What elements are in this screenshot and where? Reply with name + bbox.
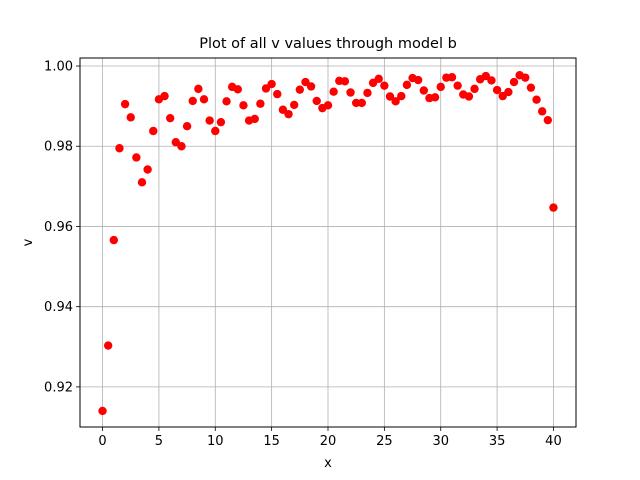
data-point: [115, 144, 124, 153]
data-point: [464, 92, 474, 101]
data-point: [504, 87, 513, 97]
data-point: [549, 203, 558, 212]
y-tick-label: 1.00: [44, 60, 73, 75]
x-axis-title: x: [324, 456, 332, 471]
data-point: [329, 87, 338, 96]
x-tick-label: 5: [155, 434, 163, 449]
data-point: [120, 99, 130, 109]
y-tick-label: 0.94: [44, 300, 73, 315]
data-point: [261, 84, 271, 93]
data-point: [537, 107, 547, 116]
data-point: [137, 178, 147, 187]
x-tick-label: 15: [263, 434, 280, 449]
data-point: [306, 82, 316, 91]
x-tick-label: 0: [98, 434, 106, 449]
data-point: [453, 81, 462, 90]
data-point: [109, 235, 119, 245]
data-point: [160, 91, 169, 101]
chart-title: Plot of all v values through model b: [199, 36, 457, 52]
data-point: [402, 80, 412, 90]
data-point: [132, 153, 141, 162]
data-point: [216, 117, 226, 127]
data-point: [363, 88, 372, 98]
data-point: [521, 73, 530, 82]
data-point: [380, 81, 389, 90]
data-point: [98, 406, 107, 416]
y-tick-label: 0.92: [44, 380, 73, 395]
axis-ticks: 0 5 10 15 20 25 30 35 40 0.92 0.94 0.96 0.98 1.00: [44, 60, 562, 449]
data-point: [509, 77, 519, 87]
data-point: [492, 85, 502, 95]
data-point: [250, 114, 259, 124]
data-point: [278, 105, 288, 114]
data-point: [385, 92, 395, 101]
data-point: [391, 97, 400, 106]
data-point: [222, 97, 231, 106]
data-point: [256, 99, 265, 108]
data-point: [481, 71, 491, 81]
data-point: [532, 95, 541, 104]
data-point: [295, 85, 305, 94]
data-point: [419, 86, 429, 95]
data-point: [312, 96, 321, 106]
data-point: [194, 84, 203, 94]
data-point: [470, 84, 479, 94]
data-point: [205, 116, 214, 125]
data-point: [430, 93, 440, 102]
data-points: [98, 71, 558, 416]
data-point: [239, 101, 248, 110]
data-point: [126, 113, 135, 122]
data-point: [284, 109, 293, 119]
data-point: [143, 165, 152, 174]
data-point: [211, 126, 220, 136]
data-point: [267, 79, 276, 89]
data-point: [340, 77, 350, 86]
x-tick-label: 40: [545, 434, 562, 449]
data-point: [357, 98, 367, 108]
x-tick-label: 35: [489, 434, 506, 449]
data-point: [397, 91, 406, 101]
data-point: [188, 96, 197, 106]
data-point: [301, 77, 310, 87]
data-point: [323, 101, 333, 110]
data-point: [182, 121, 192, 131]
data-point: [346, 88, 355, 97]
data-point: [177, 142, 186, 151]
gridlines: [80, 58, 576, 427]
x-tick-label: 30: [432, 434, 449, 449]
data-point: [436, 82, 445, 92]
data-point: [103, 341, 113, 350]
data-point: [526, 83, 536, 92]
data-point: [447, 73, 457, 82]
data-point: [273, 89, 282, 99]
data-point: [149, 126, 158, 136]
data-point: [487, 76, 496, 85]
y-tick-label: 0.98: [44, 140, 73, 155]
data-point: [374, 74, 383, 84]
y-axis-title: v: [21, 238, 36, 246]
data-point: [543, 115, 553, 125]
x-tick-label: 10: [207, 434, 224, 449]
data-point: [289, 100, 299, 110]
y-tick-label: 0.96: [44, 220, 73, 235]
x-tick-label: 25: [376, 434, 393, 449]
data-point: [165, 113, 175, 123]
data-point: [413, 75, 423, 85]
data-point: [233, 85, 243, 94]
data-point: [199, 95, 209, 104]
x-tick-label: 20: [320, 434, 337, 449]
